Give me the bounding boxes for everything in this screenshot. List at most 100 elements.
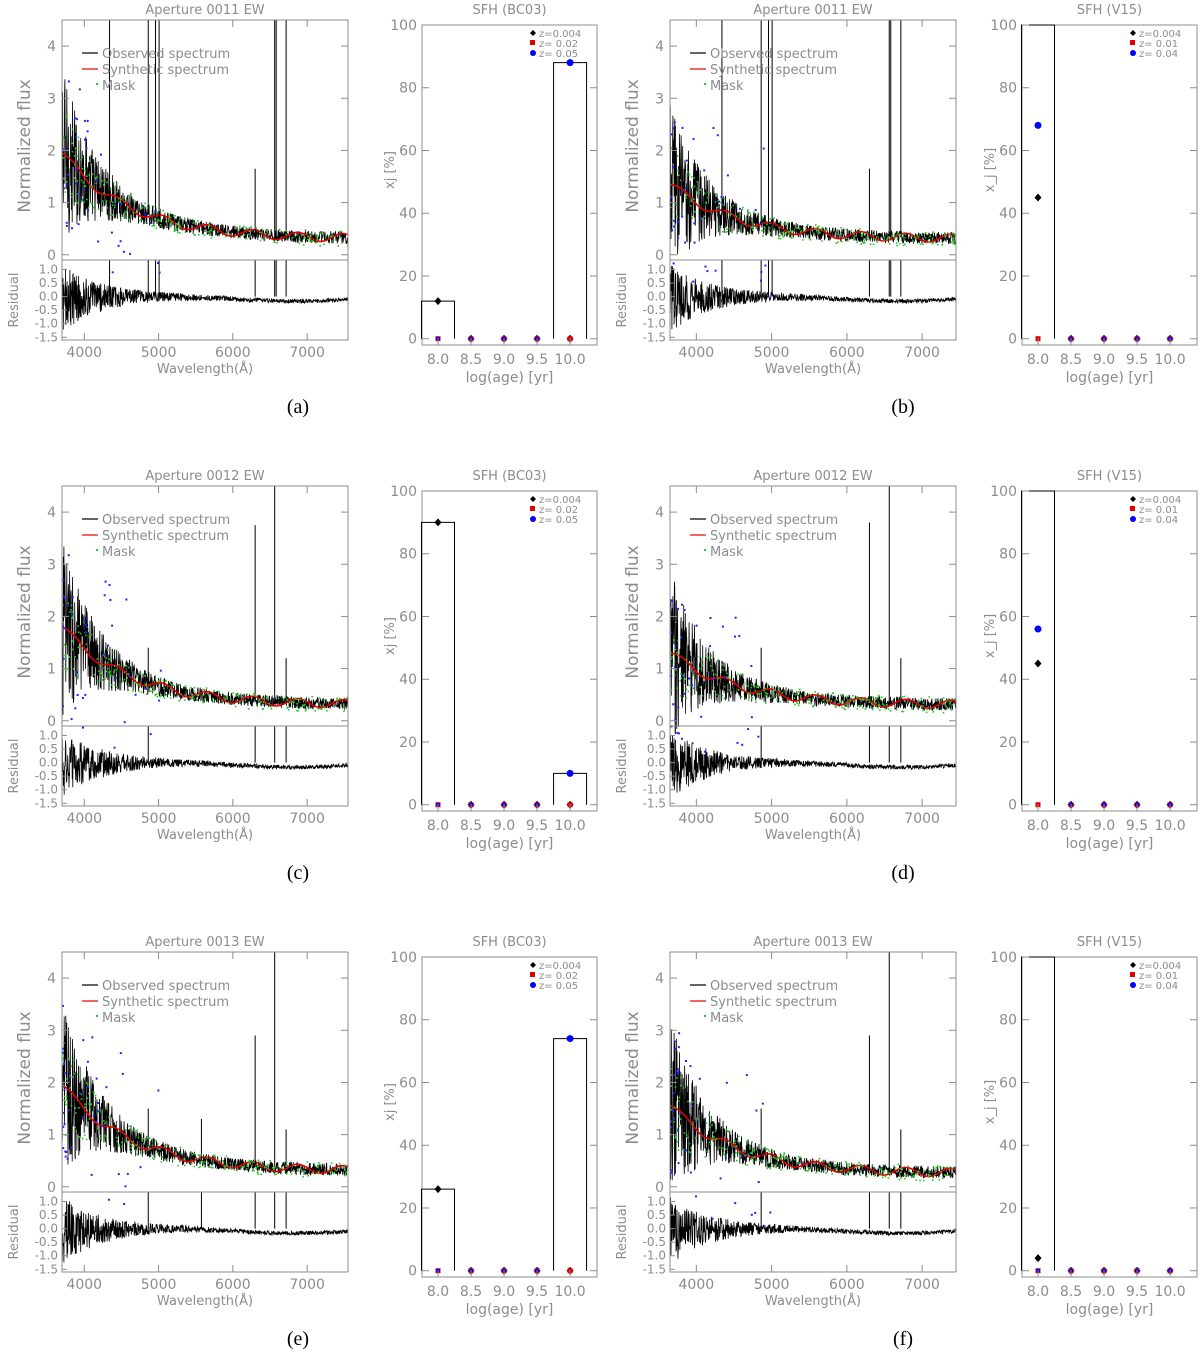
sfh-legend-label: z= 0.05 — [539, 981, 578, 992]
flagged-point — [718, 200, 721, 203]
mask-point — [137, 1136, 140, 1139]
mask-point — [129, 215, 132, 218]
mask-point — [115, 185, 117, 187]
mask-point — [177, 226, 180, 228]
mask-point — [153, 1158, 155, 1160]
mask-point — [738, 1135, 740, 1138]
mask-point — [89, 160, 91, 162]
flux-axis-label: Normalized flux — [623, 545, 643, 678]
mask-point — [112, 181, 115, 184]
mask-point — [125, 210, 127, 213]
mask-point — [260, 701, 263, 703]
mask-point — [263, 1166, 266, 1169]
flagged-point — [157, 1089, 160, 1092]
mask-point — [817, 229, 819, 232]
wavelength-tick-label: 4000 — [679, 811, 715, 827]
mask-point — [262, 697, 264, 700]
mask-point — [675, 621, 677, 623]
mask-point — [765, 694, 768, 696]
flagged-point — [689, 1065, 692, 1068]
mask-point — [338, 1162, 341, 1165]
flagged-point — [672, 127, 675, 130]
mask-point — [248, 230, 251, 232]
mask-point — [825, 1165, 828, 1167]
flagged-point — [670, 1126, 673, 1129]
mask-point — [780, 1158, 783, 1161]
legend-label: Mask — [102, 1011, 136, 1026]
flux-tick-label: 3 — [655, 1023, 664, 1039]
mask-point — [203, 234, 206, 236]
flagged-point — [78, 88, 81, 91]
mask-point — [331, 234, 333, 237]
mask-point — [939, 1166, 941, 1168]
mask-point — [922, 702, 925, 704]
age-tick-label: 9.5 — [526, 818, 548, 834]
mask-point — [73, 1130, 76, 1132]
mask-point — [845, 228, 848, 231]
mask-point — [74, 147, 77, 149]
sfh-frame — [1021, 490, 1198, 812]
mask-point — [227, 702, 230, 704]
mask-point — [99, 672, 102, 674]
legend-marker — [1130, 50, 1136, 56]
mask-point — [755, 701, 757, 703]
mask-point — [685, 194, 688, 197]
mask-point — [871, 708, 874, 711]
flagged-point — [736, 741, 739, 744]
mask-point — [749, 1148, 751, 1150]
mask-point — [744, 223, 747, 225]
mask-point — [63, 1042, 65, 1044]
mask-point — [285, 233, 287, 236]
flagged-point — [760, 222, 763, 225]
flagged-point — [75, 182, 78, 185]
sfh-tick-label: 80 — [999, 81, 1017, 97]
flux-axis-label: Normalized flux — [623, 79, 643, 212]
mask-point — [78, 1136, 80, 1138]
flux-tick-label: 1 — [47, 1128, 56, 1144]
mask-point — [809, 238, 812, 241]
flagged-point — [76, 694, 79, 696]
mask-point — [203, 1161, 206, 1163]
mask-point — [176, 223, 178, 225]
mask-point — [97, 208, 100, 210]
mask-point — [131, 1129, 133, 1131]
mask-point — [673, 660, 676, 663]
mask-point — [66, 1078, 68, 1080]
mask-point — [670, 147, 673, 149]
mask-point — [323, 243, 325, 246]
flagged-point — [672, 703, 675, 706]
mask-point — [90, 185, 92, 187]
mask-point — [99, 1109, 101, 1112]
mask-point — [69, 154, 71, 157]
mask-point — [103, 184, 105, 186]
mask-point — [183, 1164, 186, 1167]
mask-point — [165, 679, 167, 682]
mask-point — [213, 690, 215, 692]
mask-point — [706, 1150, 709, 1153]
mask-point — [670, 652, 672, 654]
flagged-point — [66, 604, 69, 607]
mask-point — [840, 694, 842, 696]
mask-point — [319, 1164, 322, 1166]
sfh-legend-label: z= 0.02 — [539, 971, 578, 982]
mask-point — [213, 1154, 216, 1157]
mask-point — [77, 646, 80, 649]
mask-point — [717, 677, 720, 680]
mask-point — [127, 689, 130, 691]
mask-point — [111, 204, 114, 207]
mask-point — [103, 180, 106, 182]
mask-point — [751, 697, 754, 699]
mask-point — [887, 708, 890, 710]
mask-point — [135, 1149, 137, 1151]
mask-point — [690, 199, 693, 201]
flagged-point — [734, 616, 737, 619]
flagged-point — [64, 627, 67, 630]
mask-point — [770, 697, 772, 699]
mask-point — [705, 201, 707, 203]
mask-point — [824, 702, 827, 705]
mask-point — [169, 212, 172, 215]
mask-point — [879, 698, 882, 701]
mask-point — [779, 237, 782, 240]
flagged-point — [85, 631, 87, 634]
